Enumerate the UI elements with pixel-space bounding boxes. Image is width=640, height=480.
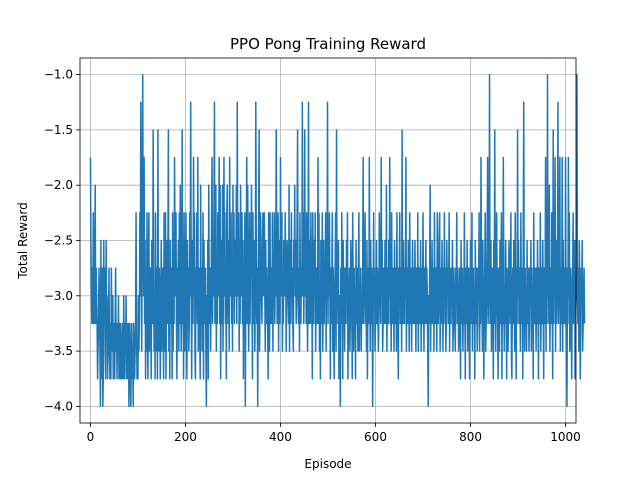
x-tick-label: 0 (87, 430, 95, 444)
y-tick-label: −1.5 (44, 123, 73, 137)
series-layer (89, 73, 586, 408)
x-tick-label: 400 (269, 430, 292, 444)
y-tick-label: −4.0 (44, 399, 73, 413)
y-tick-label: −3.5 (44, 344, 73, 358)
x-axis-label: Episode (304, 457, 351, 471)
x-tick-label: 200 (174, 430, 197, 444)
x-tick-label: 600 (364, 430, 387, 444)
y-tick-label: −2.5 (44, 234, 73, 248)
y-tick-label: −2.0 (44, 178, 73, 192)
y-tick-label: −1.0 (44, 68, 73, 82)
reward-series-line (89, 73, 586, 408)
ticks: 0 200 400 600 800 1000 −4.0 −3.5 −3.0 −2.5 −2.0 −1.… (44, 68, 581, 444)
x-tick-label: 1000 (550, 430, 581, 444)
chart-title: PPO Pong Training Reward (230, 35, 426, 53)
x-tick-label: 800 (459, 430, 482, 444)
y-tick-label: −3.0 (44, 289, 73, 303)
y-axis-label: Total Reward (16, 202, 30, 280)
